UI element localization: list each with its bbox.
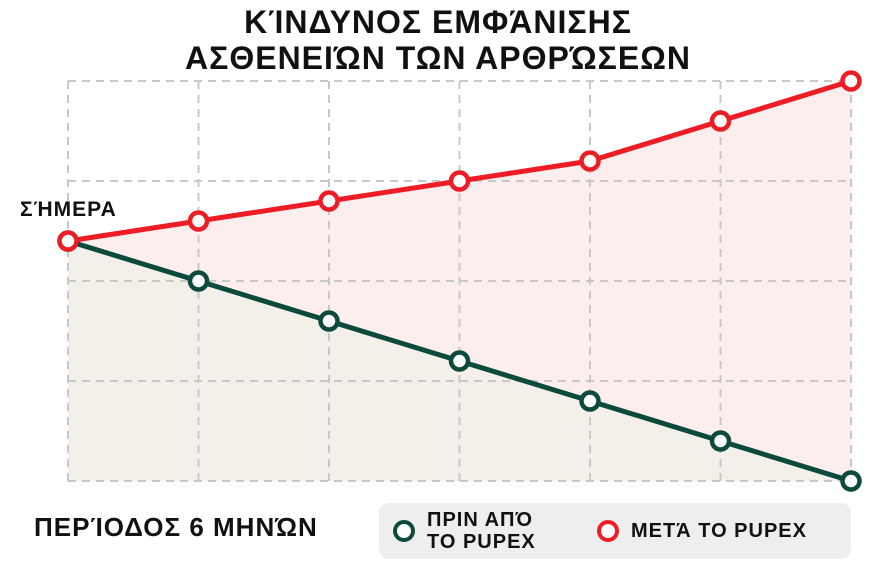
legend-item-before: ΠΡΙΝ ΑΠΌ ΤΟ PUPEX [393, 503, 536, 559]
data-point-after-3 [448, 170, 471, 192]
data-point-after-1 [187, 210, 210, 232]
data-point-before-4 [579, 390, 601, 412]
data-point-after-2 [318, 190, 340, 212]
legend-marker-before [393, 520, 415, 542]
data-point-before-2 [318, 310, 340, 332]
chart-title-line-1: ΚΊΝΔΥΝΟΣ ΕΜΦΆΝΙΣΗΣ [244, 4, 632, 40]
legend-item-after: ΜΕΤΆ ΤΟ PUPEX [597, 503, 807, 559]
data-point-after-0 [57, 230, 79, 252]
legend-marker-after [597, 520, 619, 542]
series-points [57, 70, 862, 492]
today-label: ΣΉΜΕΡΑ [20, 198, 117, 221]
data-point-before-6 [840, 470, 862, 492]
chart-title: ΚΊΝΔΥΝΟΣ ΕΜΦΆΝΙΣΗΣ ΑΣΘΕΝΕΙΏΝ ΤΩΝ ΑΡΘΡΏΣΕ… [0, 4, 876, 76]
legend-label-after: ΜΕΤΆ ΤΟ PUPEX [631, 520, 807, 542]
data-point-after-5 [709, 110, 732, 132]
legend-label-before: ΠΡΙΝ ΑΠΌ ΤΟ PUPEX [427, 509, 536, 553]
data-point-after-6 [840, 70, 862, 92]
data-point-after-4 [579, 150, 601, 172]
legend: ΠΡΙΝ ΑΠΌ ΤΟ PUPEX ΜΕΤΆ ΤΟ PUPEX [379, 503, 851, 559]
data-point-before-3 [448, 350, 471, 372]
data-point-before-5 [709, 430, 732, 452]
data-point-before-1 [187, 270, 210, 292]
chart-title-line-2: ΑΣΘΕΝΕΙΏΝ ΤΩΝ ΑΡΘΡΏΣΕΩΝ [185, 40, 691, 76]
x-axis-label: ΠΕΡΊΟΔΟΣ 6 ΜΗΝΏΝ [34, 512, 318, 542]
